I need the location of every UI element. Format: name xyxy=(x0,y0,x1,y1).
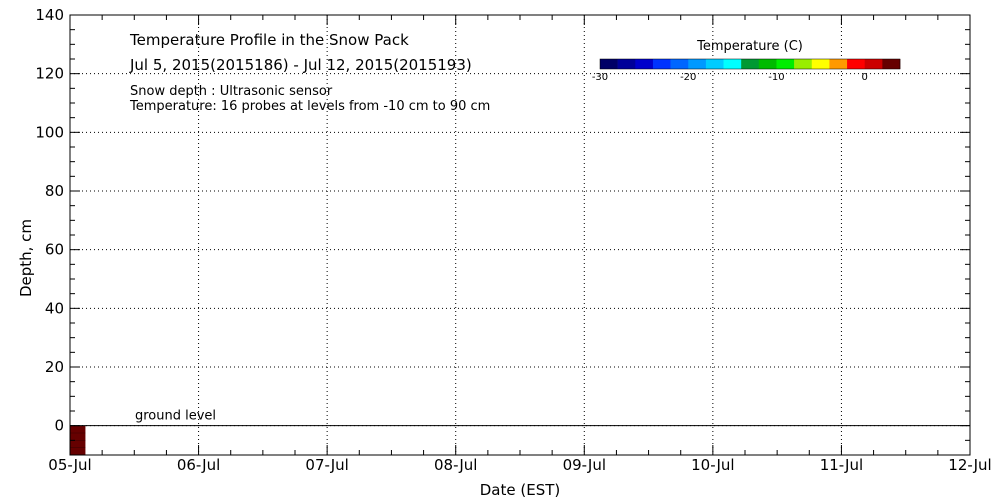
colorbar-tick-label: -30 xyxy=(592,72,608,83)
y-tick-label: 20 xyxy=(45,358,64,376)
colorbar-swatch xyxy=(776,59,795,69)
x-tick-label: 11-Jul xyxy=(820,456,863,474)
x-axis-title: Date (EST) xyxy=(480,481,561,499)
x-tick-label: 05-Jul xyxy=(48,456,91,474)
colorbar-swatch xyxy=(758,59,777,69)
colorbar-tick-label: -20 xyxy=(680,72,696,83)
heatmap-cells xyxy=(70,425,86,455)
y-tick-label: 60 xyxy=(45,241,64,259)
y-tick-label: 120 xyxy=(35,65,64,83)
colorbar-swatch xyxy=(705,59,724,69)
plot-frame xyxy=(69,14,971,456)
y-tick-label: 80 xyxy=(45,182,64,200)
grid-lines xyxy=(70,15,970,455)
x-tick-label: 09-Jul xyxy=(563,456,606,474)
colorbar-swatch xyxy=(882,59,901,69)
y-tick-label: 140 xyxy=(35,6,64,24)
x-tick-label: 07-Jul xyxy=(305,456,348,474)
date-range-text: Jul 5, 2015(2015186) - Jul 12, 2015(2015… xyxy=(129,56,472,74)
colorbar-swatch xyxy=(811,59,830,69)
x-tick-label: 08-Jul xyxy=(434,456,477,474)
colorbar-title: Temperature (C) xyxy=(696,39,803,54)
colorbar-swatch xyxy=(652,59,671,69)
y-tick-label: 40 xyxy=(45,299,64,317)
colorbar-swatch xyxy=(600,59,618,69)
colorbar-swatch xyxy=(617,59,636,69)
x-tick-label: 12-Jul xyxy=(948,456,991,474)
colorbar-tick-label: 0 xyxy=(862,72,868,83)
chart-title: Temperature Profile in the Snow Pack xyxy=(129,31,409,49)
y-tick-label: 0 xyxy=(54,417,64,435)
ground-level-label: ground level xyxy=(135,409,216,424)
ground-line-group: ground level xyxy=(70,409,970,427)
x-tick-label: 10-Jul xyxy=(691,456,734,474)
colorbar: -30 -20 -10 0 xyxy=(592,58,901,83)
colorbar-swatch xyxy=(794,59,813,69)
y-tick-labels: 0 20 40 60 80 100 120 140 xyxy=(35,6,64,435)
colorbar-swatch xyxy=(829,59,848,69)
info-line-snow-depth: Snow depth : Ultrasonic sensor xyxy=(130,84,333,99)
colorbar-swatch xyxy=(670,59,689,69)
x-tick-label: 06-Jul xyxy=(177,456,220,474)
colorbar-swatch xyxy=(723,59,742,69)
y-tick-label: 100 xyxy=(35,123,64,141)
axis-ticks xyxy=(69,14,971,456)
colorbar-frame xyxy=(599,58,901,70)
colorbar-tick-label: -10 xyxy=(768,72,784,83)
x-tick-labels: 05-Jul 06-Jul 07-Jul 08-Jul 09-Jul 10-Jul 11-J… xyxy=(48,456,991,474)
colorbar-swatch xyxy=(864,59,883,69)
info-line-temperature: Temperature: 16 probes at levels from -1… xyxy=(129,99,490,114)
y-axis-title: Depth, cm xyxy=(17,219,35,297)
colorbar-swatch xyxy=(635,59,654,69)
colorbar-swatch xyxy=(847,59,866,69)
colorbar-swatch xyxy=(741,59,760,69)
colorbar-swatch xyxy=(688,59,707,69)
